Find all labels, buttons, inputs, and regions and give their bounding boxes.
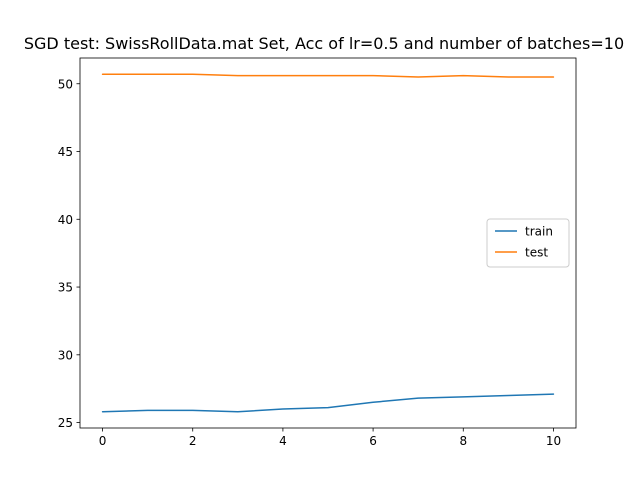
legend-label: test xyxy=(525,246,548,260)
y-tick-label: 30 xyxy=(58,348,73,362)
series-layer xyxy=(101,73,555,413)
series-line-test xyxy=(101,73,555,78)
legend-label: train xyxy=(525,225,553,239)
x-tick-label: 4 xyxy=(279,434,287,448)
series-test xyxy=(101,73,555,78)
chart-title: SGD test: SwissRollData.mat Set, Acc of … xyxy=(24,34,624,53)
y-tick-label: 40 xyxy=(58,213,73,227)
x-tick-label: 10 xyxy=(546,434,561,448)
x-tick-label: 2 xyxy=(189,434,197,448)
axes-frame xyxy=(79,57,577,429)
y-tick-label: 45 xyxy=(58,145,73,159)
axes-layer: 0 2 4 6 8 10 25 30 35 40 45 50 xyxy=(58,57,577,448)
legend: train test xyxy=(486,218,570,268)
y-tick-label: 25 xyxy=(58,416,73,430)
series-line-train xyxy=(101,393,555,413)
x-tick-label: 8 xyxy=(459,434,467,448)
x-tick-label: 6 xyxy=(369,434,377,448)
y-tick-label: 35 xyxy=(58,281,73,295)
x-tick-label: 0 xyxy=(99,434,107,448)
series-train xyxy=(101,393,555,413)
y-tick-label: 50 xyxy=(58,77,73,91)
